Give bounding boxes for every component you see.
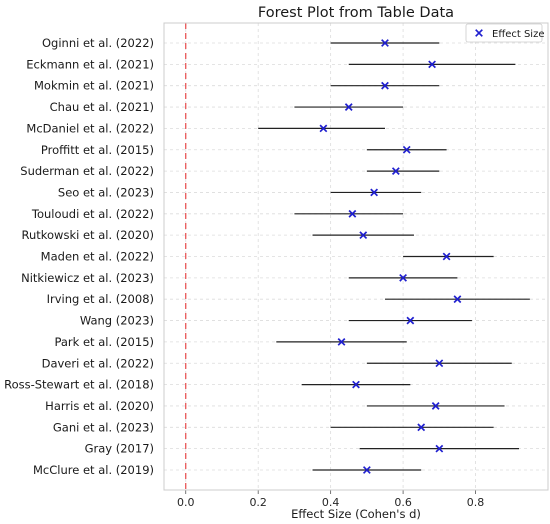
effect-marker bbox=[435, 444, 444, 453]
effect-marker bbox=[344, 103, 353, 111]
study-label: Maden et al. (2022) bbox=[41, 250, 154, 264]
effect-marker bbox=[381, 81, 389, 90]
effect-marker-stroke-b bbox=[406, 316, 415, 325]
study-label: Wang (2023) bbox=[80, 314, 154, 328]
effect-marker-stroke-b bbox=[399, 273, 407, 282]
effect-marker bbox=[337, 337, 346, 346]
x-tick-label: 0.2 bbox=[249, 496, 267, 509]
study-label: McDaniel et al. (2022) bbox=[26, 121, 154, 135]
effect-marker bbox=[352, 380, 360, 389]
effect-marker bbox=[402, 145, 411, 154]
study-label: Chau et al. (2021) bbox=[50, 100, 154, 114]
study-label: Daveri et al. (2022) bbox=[42, 356, 154, 370]
legend-marker-symbol bbox=[475, 29, 483, 37]
study-label: Park et al. (2015) bbox=[54, 335, 154, 349]
effect-marker bbox=[406, 316, 415, 325]
effect-marker-stroke-b bbox=[402, 145, 411, 154]
study-labels: Oginni et al. (2022) Eckmann et al. (2021… bbox=[4, 36, 154, 477]
x-tick-label: 0.0 bbox=[177, 496, 195, 509]
study-label: Mokmin et al. (2021) bbox=[34, 79, 154, 93]
effect-marker-stroke-b bbox=[359, 231, 368, 240]
effect-marker-stroke-b bbox=[391, 167, 400, 176]
legend-label: Effect Size bbox=[492, 29, 545, 40]
legend-marker bbox=[475, 29, 483, 37]
effect-marker bbox=[362, 466, 371, 474]
x-ticks: 0.0 0.2 0.4 0.6 0.8 bbox=[177, 490, 484, 509]
effect-marker bbox=[431, 402, 440, 410]
effect-marker bbox=[428, 60, 436, 69]
x-tick-label: 0.6 bbox=[394, 496, 412, 509]
effect-marker-stroke-b bbox=[370, 188, 379, 197]
study-label: Gani et al. (2023) bbox=[53, 420, 154, 434]
effect-marker-stroke-b bbox=[442, 252, 451, 261]
effect-marker-stroke-b bbox=[348, 209, 357, 218]
study-label: Touloudi et al. (2022) bbox=[31, 207, 154, 221]
study-label: Seo et al. (2023) bbox=[58, 185, 154, 199]
effect-marker bbox=[370, 188, 379, 197]
legend-marker-symbol-stroke-b bbox=[475, 29, 483, 37]
effect-marker-stroke-b bbox=[381, 39, 389, 47]
effect-marker-stroke-b bbox=[337, 337, 346, 346]
chart-title: Forest Plot from Table Data bbox=[258, 5, 454, 21]
study-label: Ross-Stewart et al. (2018) bbox=[4, 378, 154, 392]
effect-marker-stroke-b bbox=[417, 423, 426, 432]
effect-marker bbox=[359, 231, 368, 240]
effect-marker-stroke-b bbox=[319, 124, 328, 133]
study-label: Eckmann et al. (2021) bbox=[26, 57, 154, 71]
effect-marker bbox=[417, 423, 426, 432]
effect-marker bbox=[435, 359, 444, 368]
x-axis-title: Effect Size (Cohen's d) bbox=[291, 507, 421, 521]
marker-layer bbox=[319, 39, 462, 474]
effect-marker-stroke-b bbox=[435, 444, 444, 453]
effect-marker-stroke-b bbox=[381, 81, 389, 90]
plot-frame bbox=[163, 22, 549, 491]
effect-marker-stroke-b bbox=[453, 295, 462, 304]
study-label: Oginni et al. (2022) bbox=[42, 36, 154, 50]
effect-marker bbox=[381, 39, 389, 47]
study-label: Nitkiewicz et al. (2023) bbox=[21, 271, 154, 285]
effect-marker bbox=[319, 124, 328, 133]
study-label: Proffitt et al. (2015) bbox=[41, 143, 154, 157]
effect-marker bbox=[391, 167, 400, 176]
study-label: McClure et al. (2019) bbox=[33, 463, 154, 477]
study-label: Irving et al. (2008) bbox=[47, 292, 154, 306]
effect-marker-stroke-b bbox=[431, 402, 440, 410]
effect-marker-stroke-b bbox=[352, 380, 360, 389]
study-label: Gray (2017) bbox=[85, 442, 154, 456]
effect-marker-stroke-b bbox=[344, 103, 353, 111]
effect-marker bbox=[442, 252, 451, 261]
x-tick-label: 0.8 bbox=[467, 496, 485, 509]
effect-marker bbox=[453, 295, 462, 304]
x-tick-label: 0.4 bbox=[322, 496, 340, 509]
effect-marker bbox=[399, 273, 407, 282]
effect-marker bbox=[348, 209, 357, 218]
effect-marker-stroke-b bbox=[362, 466, 371, 474]
study-label: Suderman et al. (2022) bbox=[20, 164, 154, 178]
effect-marker-stroke-b bbox=[435, 359, 444, 368]
study-label: Harris et al. (2020) bbox=[45, 399, 154, 413]
legend-box bbox=[465, 23, 543, 43]
legend: Effect Size bbox=[465, 23, 545, 43]
effect-marker-stroke-b bbox=[428, 60, 436, 69]
study-label: Rutkowski et al. (2020) bbox=[22, 228, 155, 242]
